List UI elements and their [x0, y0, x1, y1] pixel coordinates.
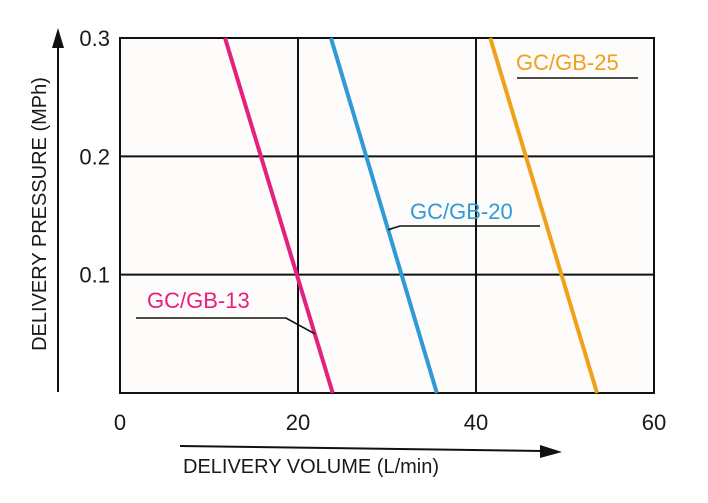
- x-tick-label-2: 40: [464, 410, 488, 435]
- x-tick-label-0: 0: [114, 410, 126, 435]
- x-tick-label-1: 20: [286, 410, 310, 435]
- series-label-leader-0: [136, 317, 316, 335]
- y-axis-arrow-head: [52, 28, 64, 48]
- series-label-1: GC/GB-20: [410, 199, 513, 224]
- y-axis-label: DELIVERY PRESSURE (MPh): [29, 77, 51, 351]
- x-axis-arrow-head: [540, 445, 562, 458]
- grid: [120, 38, 654, 393]
- y-tick-label-2: 0.3: [79, 26, 110, 51]
- x-axis-label: DELIVERY VOLUME (L/min): [183, 456, 439, 478]
- plot-background: [120, 38, 654, 393]
- tick-labels: 0 20 40 60 0.1 0.2 0.3: [79, 26, 666, 435]
- plot-frame: [119, 37, 655, 394]
- y-tick-label-1: 0.2: [79, 144, 110, 169]
- y-tick-label-0: 0.1: [79, 263, 110, 288]
- series-line-2: [488, 37, 599, 394]
- series-label-0: GC/GB-13: [147, 288, 250, 313]
- series-line-1: [329, 37, 439, 394]
- series-label-leader-1: [387, 225, 540, 231]
- x-axis-arrow-line: [179, 445, 544, 452]
- series-label-2: GC/GB-25: [516, 50, 619, 75]
- series-group: GC/GB-13 GC/GB-20 GC/GB-25: [136, 37, 638, 394]
- x-tick-label-3: 60: [642, 410, 666, 435]
